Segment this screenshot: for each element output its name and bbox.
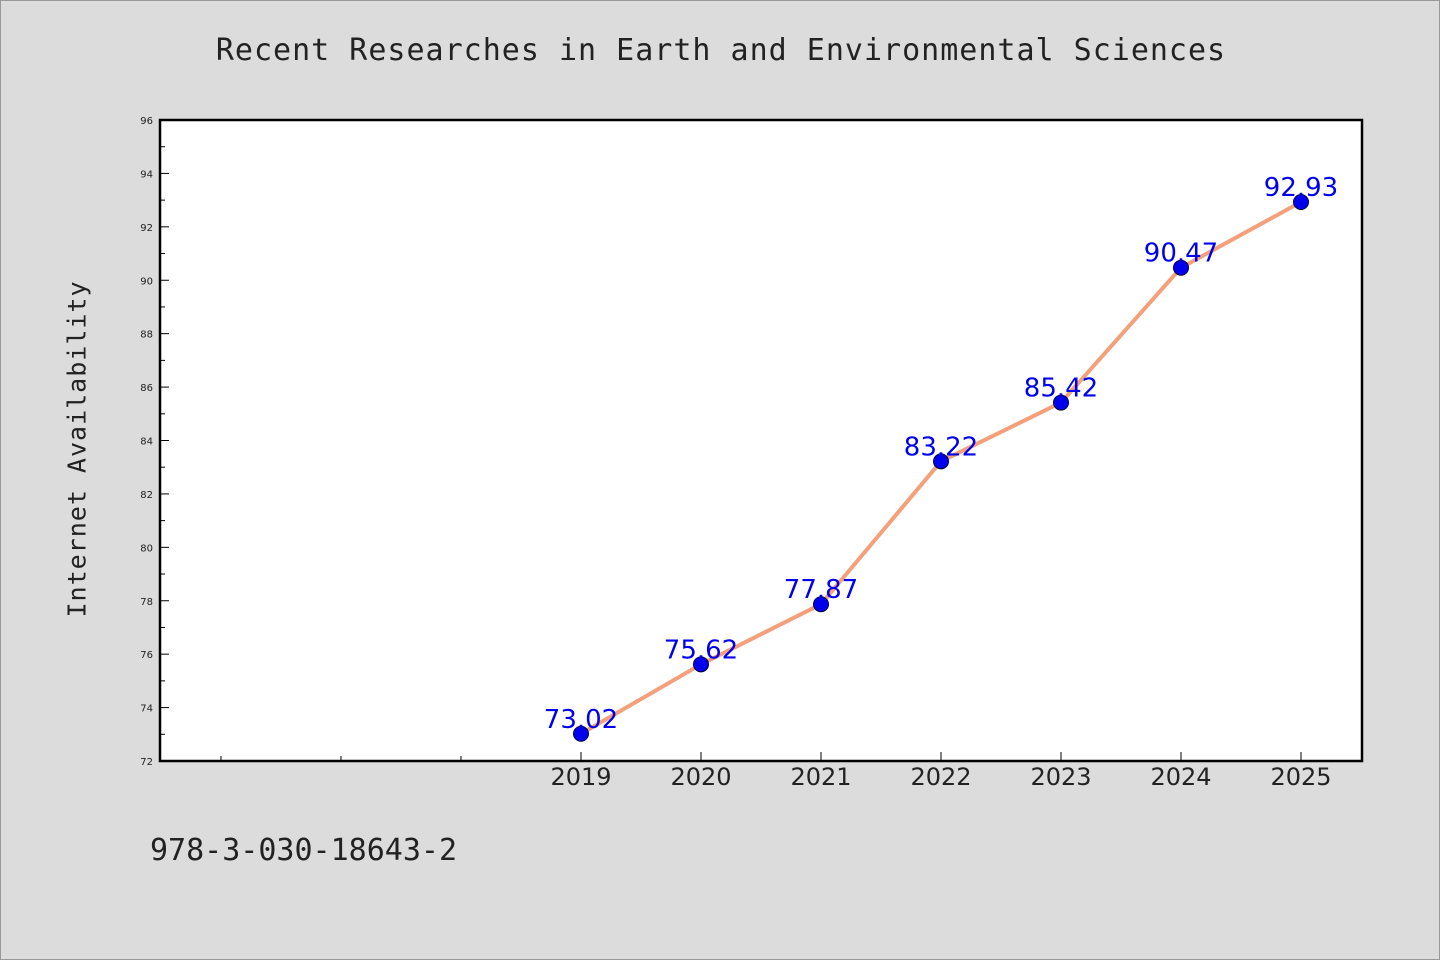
data-label: 85.42: [1024, 374, 1098, 404]
plot-area: [160, 120, 1362, 761]
x-tick-label: 2024: [1150, 763, 1211, 791]
data-point: [573, 725, 589, 742]
y-tick-label: 84: [140, 437, 153, 448]
y-tick-label: 94: [140, 169, 153, 180]
x-tick-label: 2020: [670, 763, 731, 791]
y-tick-label: 74: [140, 704, 153, 715]
isbn-text: 978-3-030-18643-2: [150, 833, 458, 868]
y-tick-label: 82: [140, 490, 153, 501]
data-point: [933, 453, 949, 470]
data-label: 73.02: [544, 705, 618, 735]
x-tick-label: 2023: [1030, 763, 1091, 791]
y-tick-label: 88: [140, 330, 153, 341]
x-tick-label: 2022: [910, 763, 971, 791]
y-tick-label: 72: [140, 757, 153, 768]
data-label: 90.47: [1144, 239, 1218, 269]
data-point: [693, 656, 709, 673]
y-tick-label: 80: [140, 543, 153, 554]
y-tick-label: 76: [140, 650, 153, 661]
data-point: [1053, 394, 1069, 411]
x-axis: 2019 2020 2021 2022 2023 2024 2025: [220, 752, 1332, 791]
x-tick-label: 2019: [550, 763, 611, 791]
data-label: 92.93: [1264, 173, 1338, 203]
y-tick-label: 96: [140, 116, 153, 127]
data-point: [1173, 259, 1189, 276]
y-tick-label: 78: [140, 597, 153, 608]
y-tick-label: 86: [140, 383, 153, 394]
data-point: [1293, 193, 1309, 210]
x-tick-label: 2025: [1270, 763, 1331, 791]
data-label: 83.22: [904, 432, 978, 462]
x-tick-label: 2021: [790, 763, 851, 791]
y-axis: 72 74 76 78 80 82 84 86 88 90 92 94 96: [140, 116, 169, 768]
y-tick-label: 92: [140, 223, 153, 234]
data-label: 75.62: [664, 635, 738, 665]
plot-frame: [158, 118, 1364, 763]
y-tick-label: 90: [140, 276, 153, 287]
data-point: [813, 596, 829, 613]
data-label: 77.87: [784, 575, 858, 605]
chart-title: Recent Researches in Earth and Environme…: [215, 33, 1227, 68]
series-layer: 73.02 75.62 77.87 83.22 85.42 90.47 92.93: [544, 173, 1338, 742]
